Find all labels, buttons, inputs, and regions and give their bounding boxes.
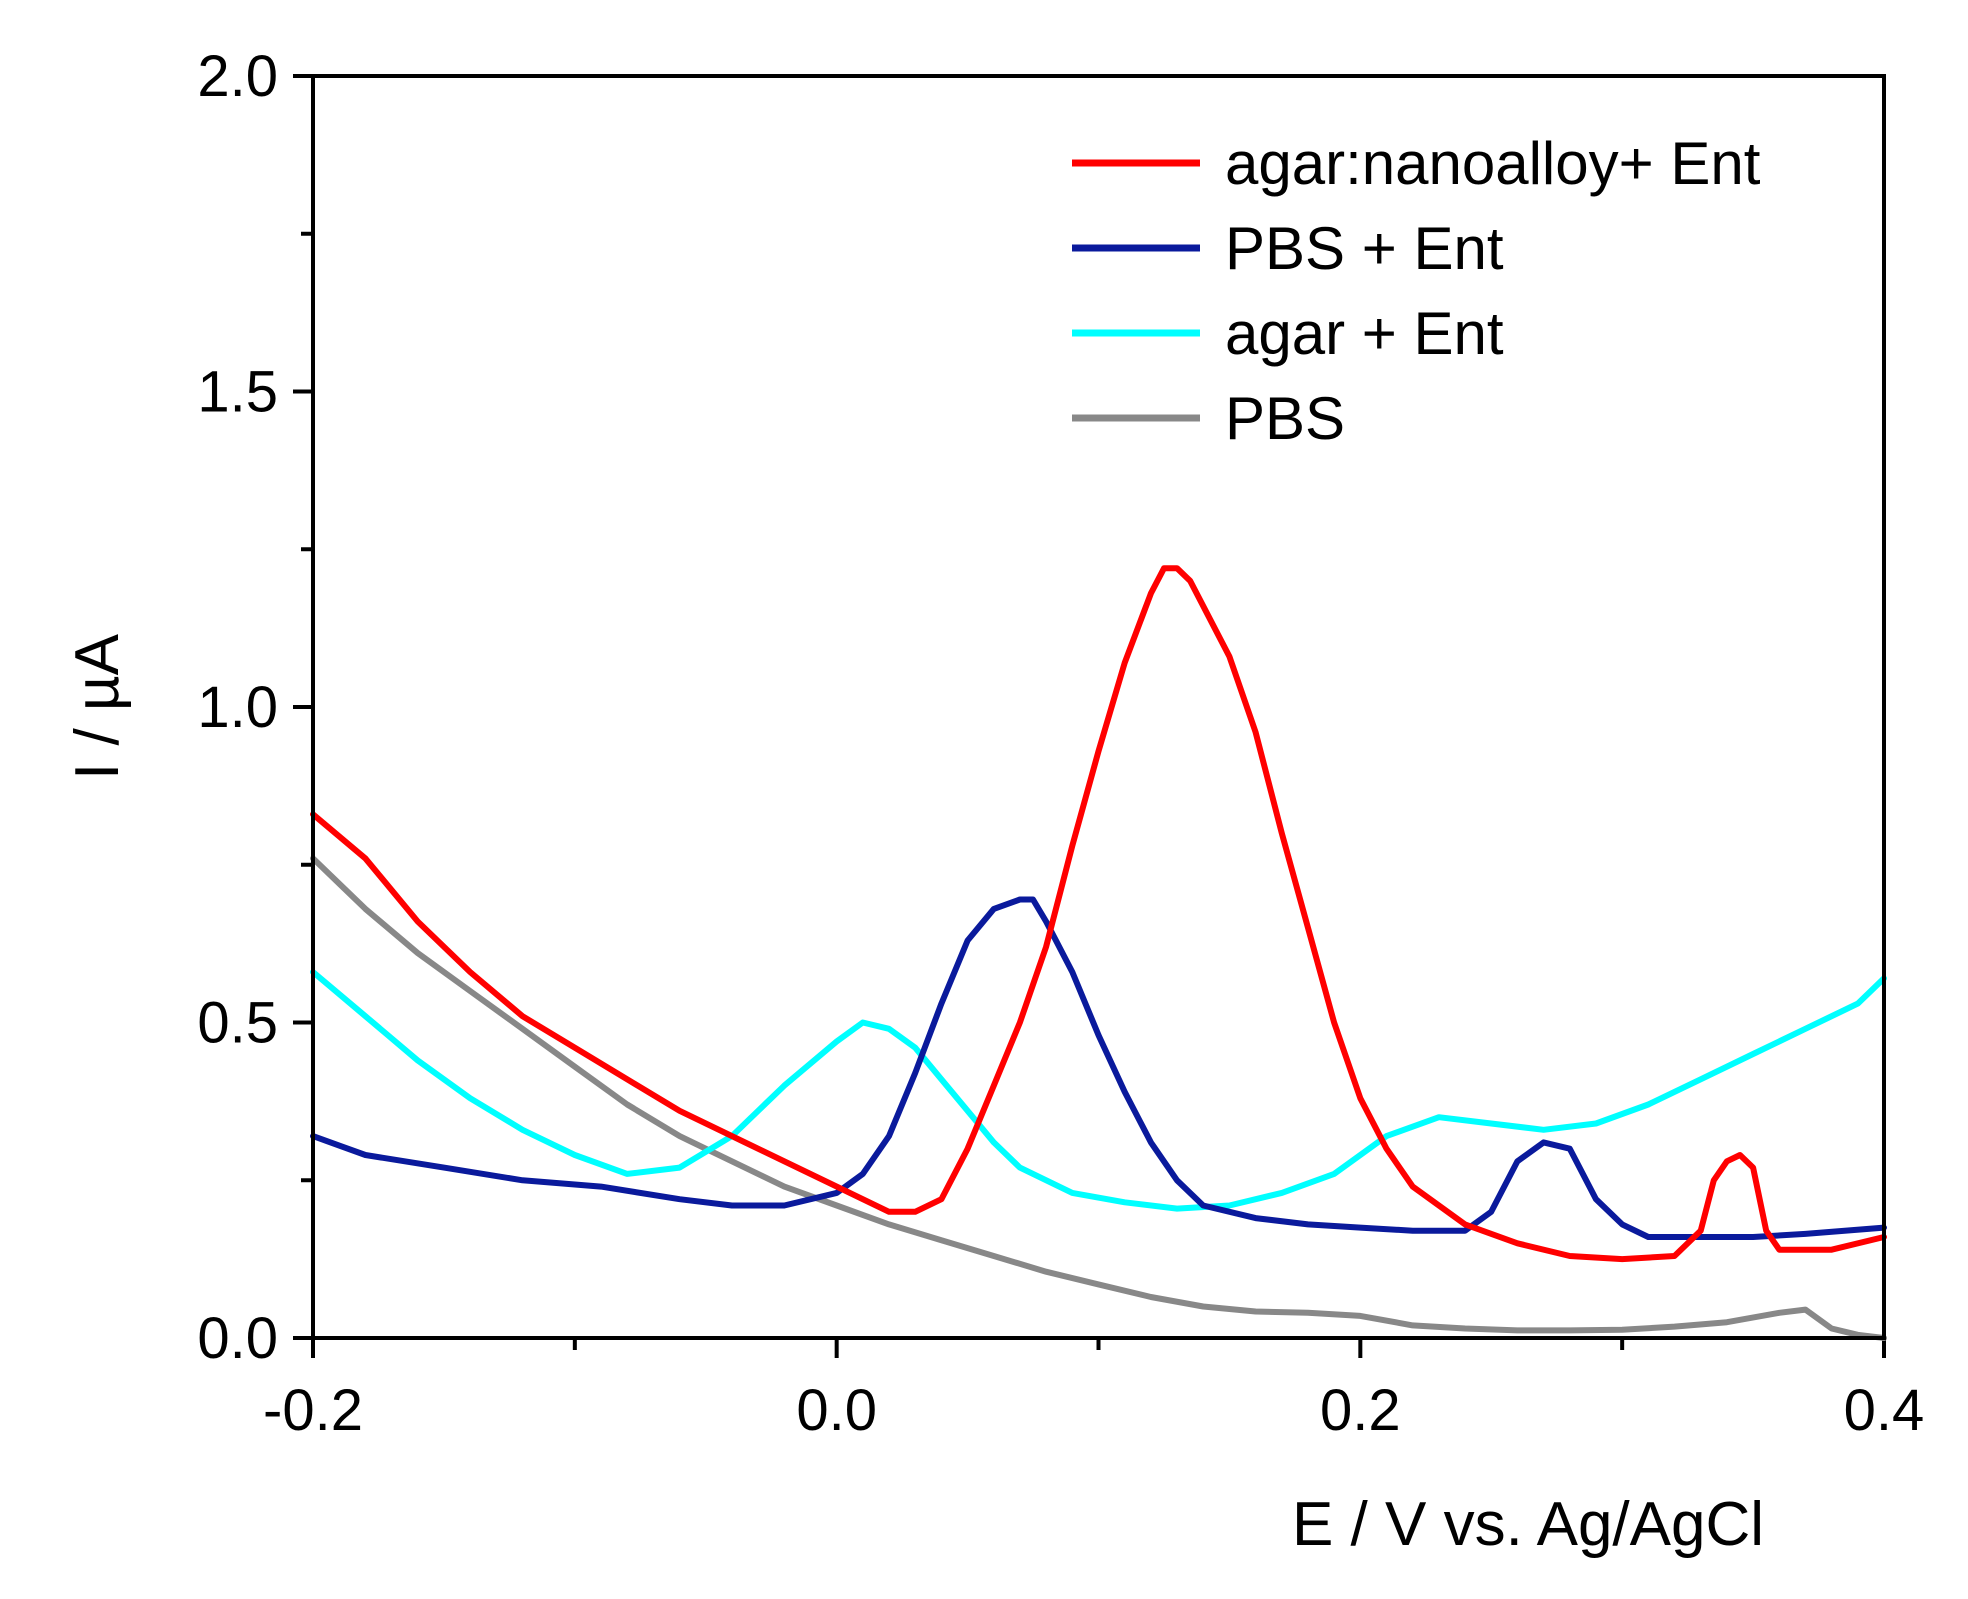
y-tick-label: 0.0: [197, 1306, 278, 1371]
legend-label: PBS + Ent: [1225, 215, 1504, 282]
x-axis-label: E / V vs. Ag/AgCl: [1292, 1490, 1764, 1559]
x-tick-label: 0.2: [1320, 1378, 1401, 1443]
y-axis-label: I / µA: [63, 633, 132, 780]
x-axis-tick-labels: -0.2 0.0 0.2 0.4: [263, 1378, 1924, 1443]
x-tick-label: 0.4: [1844, 1378, 1925, 1443]
x-tick-label: -0.2: [263, 1378, 363, 1443]
plot-frame: [311, 74, 1886, 1340]
series-line-1: [310, 896, 1887, 1240]
y-tick-label: 0.5: [197, 991, 278, 1056]
series-line-2: [310, 969, 1887, 1212]
series-layer: [310, 565, 1887, 1341]
y-tick-label: 1.0: [197, 675, 278, 740]
y-tick-label: 1.5: [197, 360, 278, 425]
x-tick-label: 0.0: [796, 1378, 877, 1443]
legend-label: PBS: [1225, 385, 1345, 452]
y-axis-tick-labels: 0.0 0.5 1.0 1.5 2.0: [197, 44, 278, 1371]
legend-label: agar + Ent: [1225, 300, 1504, 367]
legend-label: agar:nanoalloy+ Ent: [1225, 130, 1761, 197]
series-line-3: [310, 855, 1887, 1341]
y-tick-label: 2.0: [197, 44, 278, 109]
series-line-0: [310, 565, 1887, 1263]
legend: agar:nanoalloy+ Ent PBS + Ent agar + Ent PB…: [1072, 130, 1761, 452]
